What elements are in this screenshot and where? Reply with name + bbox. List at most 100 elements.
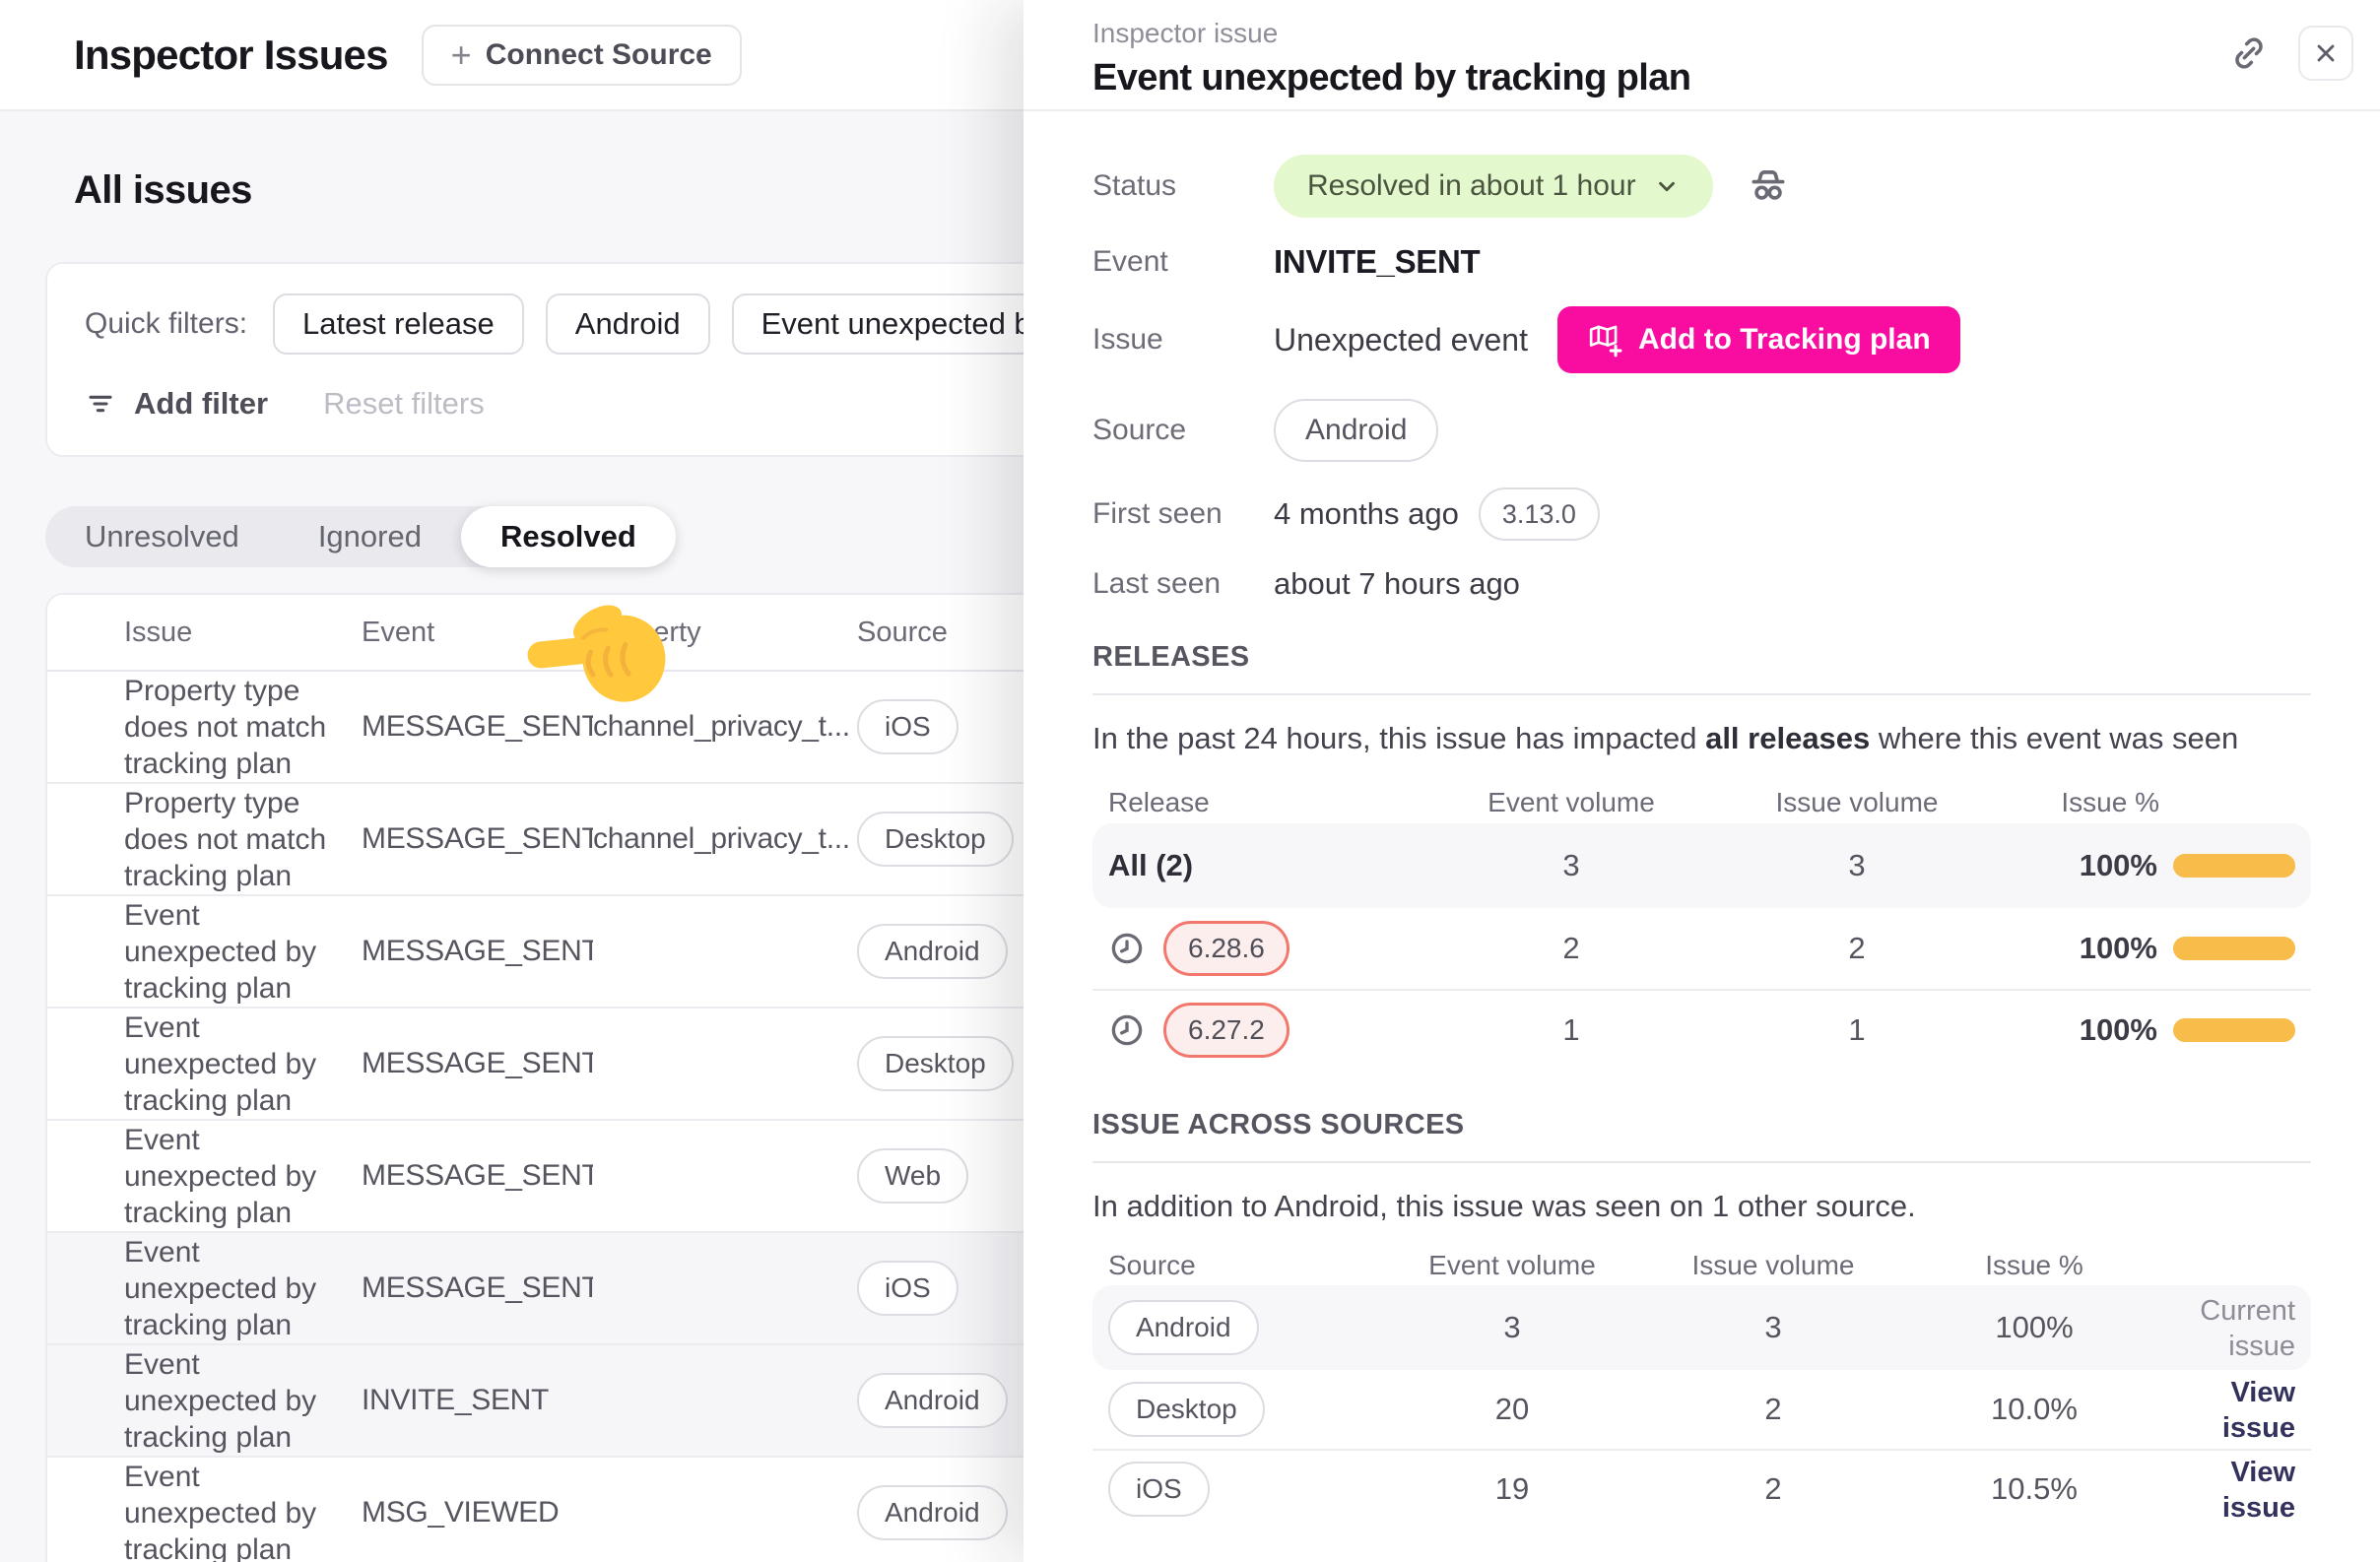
add-to-tracking-plan-button[interactable]: Add to Tracking plan: [1556, 306, 1960, 373]
col-event: Event: [362, 616, 435, 648]
first-seen-label: First seen: [1092, 497, 1223, 530]
source-chip: Desktop: [1108, 1382, 1265, 1437]
source-chip: Web: [857, 1148, 969, 1204]
col-source: Source: [857, 616, 948, 648]
drawer-title: Event unexpected by tracking plan: [1092, 57, 1691, 98]
filter-chip-android[interactable]: Android: [545, 293, 710, 355]
tab-resolved[interactable]: Resolved: [460, 506, 676, 567]
source-chip: Android: [857, 1373, 1008, 1428]
quick-filters-label: Quick filters:: [85, 307, 248, 340]
clock-icon: [1111, 933, 1143, 964]
issue-volume: 3: [1764, 1310, 1782, 1344]
issue-pct-bar: [2173, 854, 2295, 878]
filter-icon: [89, 395, 112, 413]
add-filter-button[interactable]: Add filter: [85, 386, 268, 422]
issue-volume: 2: [1764, 1392, 1782, 1426]
filter-chip-latest-release[interactable]: Latest release: [273, 293, 524, 355]
release-name: All (2): [1108, 848, 1194, 882]
source-chip: iOS: [857, 1261, 959, 1316]
event-cell: MESSAGE_SENT: [362, 1047, 593, 1079]
issue-cell: Event unexpected by tracking plan: [124, 1347, 317, 1454]
clock-icon: [1111, 1014, 1143, 1046]
issue-row: Issue Unexpected event Add to Tracking p…: [1092, 306, 2311, 373]
event-volume: 3: [1503, 1310, 1521, 1344]
issue-volume: 2: [1764, 1471, 1782, 1506]
event-row: Event INVITE_SENT: [1092, 243, 2311, 281]
sources-heading: ISSUE ACROSS SOURCES: [1092, 1109, 2311, 1163]
source-chip: iOS: [857, 699, 959, 754]
release-version-chip: 6.28.6: [1163, 921, 1289, 976]
source-chip: iOS: [1108, 1462, 1210, 1517]
source-chip: Desktop: [857, 812, 1014, 867]
issue-pct: 100%: [2079, 931, 2157, 965]
issue-pct: 10.5%: [1991, 1471, 2078, 1506]
connect-source-button[interactable]: + Connect Source: [421, 24, 742, 86]
releases-section: RELEASES In the past 24 hours, this issu…: [1092, 641, 2311, 1070]
add-to-tracking-plan-label: Add to Tracking plan: [1637, 323, 1931, 356]
col-issue-pct: Issue %: [2061, 787, 2159, 817]
issue-pct: 100%: [2079, 848, 2157, 882]
issue-cell: Property type does not match tracking pl…: [124, 786, 327, 892]
event-volume: 2: [1562, 931, 1580, 965]
first-seen-release-chip: 3.13.0: [1478, 488, 1600, 541]
issue-pct-bar: [2173, 1018, 2295, 1042]
tab-unresolved[interactable]: Unresolved: [85, 519, 239, 553]
source-row: Source Android: [1092, 399, 2311, 462]
source-chip: Android: [857, 1485, 1008, 1540]
issue-cell: Event unexpected by tracking plan: [124, 1235, 317, 1341]
col-issue-volume: Issue volume: [1775, 787, 1939, 817]
release-version-chip: 6.27.2: [1163, 1003, 1289, 1058]
event-cell: MSG_VIEWED: [362, 1496, 560, 1529]
copy-link-icon[interactable]: [2229, 33, 2269, 73]
event-volume: 20: [1494, 1392, 1530, 1426]
sources-table-header: Source Event volume Issue volume Issue %: [1092, 1246, 2311, 1285]
status-dropdown[interactable]: Resolved in about 1 hour: [1274, 155, 1713, 218]
col-event-volume: Event volume: [1428, 1250, 1596, 1280]
event-cell: MESSAGE_SENT: [362, 1271, 593, 1304]
issue-pct: 100%: [2079, 1012, 2157, 1047]
source-chip: Desktop: [857, 1036, 1014, 1091]
col-issue-volume: Issue volume: [1691, 1250, 1855, 1280]
connect-source-label: Connect Source: [485, 37, 712, 71]
add-filter-label: Add filter: [134, 386, 269, 421]
view-issue-link[interactable]: View issue: [2221, 1377, 2295, 1444]
source-row: Desktop 20 2 10.0% View issue: [1092, 1370, 2311, 1449]
close-icon: [2317, 44, 2335, 62]
issue-cell: Event unexpected by tracking plan: [124, 898, 317, 1005]
releases-table-header: Release Event volume Issue volume Issue …: [1092, 782, 2311, 823]
tab-ignored[interactable]: Ignored: [317, 519, 422, 553]
status-row: Status Resolved in about 1 hour: [1092, 155, 2311, 218]
issue-label: Issue: [1092, 323, 1163, 356]
property-cell: channel_privacy_t...: [593, 822, 850, 855]
map-plus-icon: [1589, 325, 1622, 358]
releases-description: In the past 24 hours, this issue has imp…: [1092, 721, 2239, 755]
col-release: Release: [1108, 787, 1210, 817]
status-tabs: Unresolved Ignored Resolved: [45, 506, 676, 567]
event-cell: MESSAGE_SENT: [362, 935, 593, 967]
issue-volume: 1: [1848, 1012, 1866, 1047]
close-drawer-button[interactable]: [2298, 26, 2353, 81]
col-event-volume: Event volume: [1488, 787, 1655, 817]
source-label: Source: [1092, 414, 1187, 446]
issue-cell: Event unexpected by tracking plan: [124, 1123, 317, 1229]
current-issue-label: Current issue: [2200, 1295, 2295, 1362]
release-row: 6.27.2 1 1 100%: [1092, 989, 2311, 1070]
first-seen-value: 4 months ago: [1274, 496, 1459, 531]
col-issue: Issue: [124, 616, 193, 648]
source-chip: Android: [1108, 1300, 1259, 1355]
reset-filters-button[interactable]: Reset filters: [323, 386, 485, 421]
issue-cell: Event unexpected by tracking plan: [124, 1010, 317, 1117]
col-issue-pct: Issue %: [1985, 1250, 2083, 1280]
pointing-left-hand-emoji: [527, 605, 666, 702]
releases-heading: RELEASES: [1092, 641, 2311, 695]
drawer-kicker: Inspector issue: [1092, 18, 1279, 48]
status-label: Status: [1092, 169, 1177, 202]
event-volume: 19: [1494, 1471, 1530, 1506]
view-issue-link[interactable]: View issue: [2221, 1457, 2295, 1524]
sources-description: In addition to Android, this issue was s…: [1092, 1189, 1916, 1223]
issue-pct: 10.0%: [1991, 1392, 2078, 1426]
last-seen-value: about 7 hours ago: [1274, 566, 1520, 601]
issue-pct-bar: [2173, 937, 2295, 960]
issue-cell: Event unexpected by tracking plan: [124, 1460, 317, 1562]
event-cell: INVITE_SENT: [362, 1384, 550, 1416]
